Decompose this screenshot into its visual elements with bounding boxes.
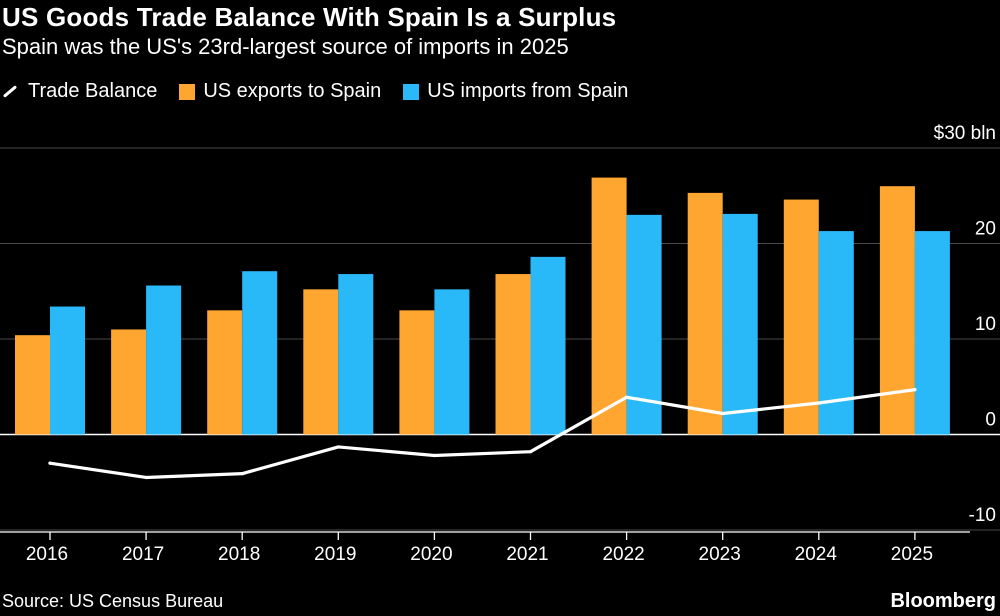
y-tick-label: 20 [975, 219, 996, 240]
trade-balance-point [336, 445, 340, 449]
bar-exports [783, 199, 819, 435]
y-tick-label: -10 [969, 505, 996, 526]
bar-imports [530, 256, 566, 435]
legend-swatch-exports [179, 83, 196, 100]
chart-subtitle: Spain was the US's 23rd-largest source o… [2, 34, 569, 59]
bar-exports [399, 310, 435, 435]
bar-exports [687, 192, 723, 435]
trade-balance-point [432, 453, 436, 458]
trade-balance-point [528, 450, 533, 454]
legend-label-exports: US exports to Spain [203, 80, 382, 102]
legend-item-exports: US exports to Spain [179, 80, 381, 103]
y-tick-label: 0 [985, 410, 996, 431]
chart-title: US Goods Trade Balance With Spain Is a S… [2, 2, 617, 32]
x-tick-label: 2018 [218, 544, 260, 565]
bar-exports [15, 335, 50, 435]
bar-exports [111, 329, 147, 435]
source-note: Source: US Census Bureau [2, 591, 224, 611]
y-tick-label: $30 bln [934, 123, 996, 144]
x-tick-label: 2016 [26, 544, 68, 565]
legend-item-imports: US imports from Spain [403, 80, 628, 103]
trade-balance-point [144, 475, 148, 480]
bar-imports [338, 274, 374, 435]
trade-balance-point [240, 472, 244, 476]
bar-imports [434, 289, 470, 435]
x-tick-label: 2024 [795, 544, 838, 565]
trade-balance-point [625, 395, 629, 399]
x-tick-label: 2019 [314, 544, 356, 565]
bar-exports [495, 274, 531, 435]
trade-balance-point [721, 411, 725, 416]
bar-imports [722, 213, 758, 435]
trade-balance-point [817, 401, 821, 405]
bar-exports [591, 177, 627, 435]
bar-exports [207, 310, 243, 435]
trade-balance-line [48, 388, 917, 480]
x-tick-label: 2025 [891, 544, 933, 565]
x-tick-label: 2023 [699, 544, 741, 565]
chart-legend: Trade Balance US exports to Spain US imp… [2, 80, 650, 103]
bar-imports [146, 285, 182, 435]
trade-balance-point [48, 461, 52, 465]
bar-exports [879, 186, 915, 435]
brand-logo: Bloomberg [890, 590, 996, 612]
legend-item-trade-balance: Trade Balance [2, 80, 157, 103]
bar-imports [50, 306, 85, 435]
legend-swatch-imports [403, 83, 420, 100]
x-tick-label: 2022 [602, 544, 644, 565]
bar-imports [242, 271, 278, 435]
y-tick-label: 10 [975, 314, 996, 335]
x-tick-label: 2020 [410, 544, 452, 565]
bar-imports [818, 231, 854, 435]
bar-imports [914, 231, 950, 435]
bar-exports [303, 289, 339, 435]
legend-label-trade-balance: Trade Balance [28, 80, 158, 102]
trade-balance-point [913, 388, 917, 392]
x-tick-label: 2017 [122, 544, 164, 565]
legend-label-imports: US imports from Spain [427, 80, 629, 102]
x-tick-label: 2021 [506, 544, 548, 565]
